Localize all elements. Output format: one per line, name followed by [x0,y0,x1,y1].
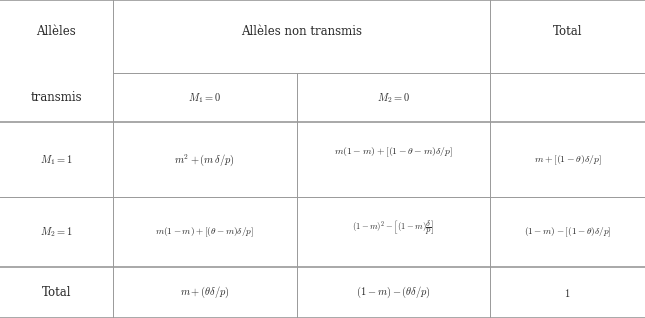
Text: $M_1 = 0$: $M_1 = 0$ [188,91,221,105]
Text: $M_1 = 1$: $M_1 = 1$ [40,153,73,167]
Text: transmis: transmis [30,91,83,104]
Text: $M_2 = 1$: $M_2 = 1$ [40,225,73,239]
Text: Allèles non transmis: Allèles non transmis [241,25,362,38]
Text: $(1-m)-(\theta\delta/p)$: $(1-m)-(\theta\delta/p)$ [356,285,431,300]
Text: $(1-m)-[(1-\theta)\delta/p]$: $(1-m)-[(1-\theta)\delta/p]$ [524,225,611,239]
Text: $m(1-m)+[(\theta-m)\delta/p]$: $m(1-m)+[(\theta-m)\delta/p]$ [155,225,254,239]
Text: $1$: $1$ [564,287,571,299]
Text: $m(1-m)+[(1-\theta-m)\delta/p]$: $m(1-m)+[(1-\theta-m)\delta/p]$ [334,146,453,159]
Text: Total: Total [553,25,582,38]
Text: Allèles: Allèles [37,25,76,38]
Text: $m^2 + (m\,\delta/p)$: $m^2 + (m\,\delta/p)$ [174,152,235,168]
Text: $m+(\theta\delta/p)$: $m+(\theta\delta/p)$ [180,285,230,300]
Text: $(1-m)^2 - \left[(1-m)\dfrac{\delta}{p}\right]$: $(1-m)^2 - \left[(1-m)\dfrac{\delta}{p}\… [352,218,435,237]
Text: $M_2 = 0$: $M_2 = 0$ [377,91,410,105]
Text: Total: Total [42,286,71,299]
Text: $m+[(1-\theta)\delta/p]$: $m+[(1-\theta)\delta/p]$ [534,153,601,167]
